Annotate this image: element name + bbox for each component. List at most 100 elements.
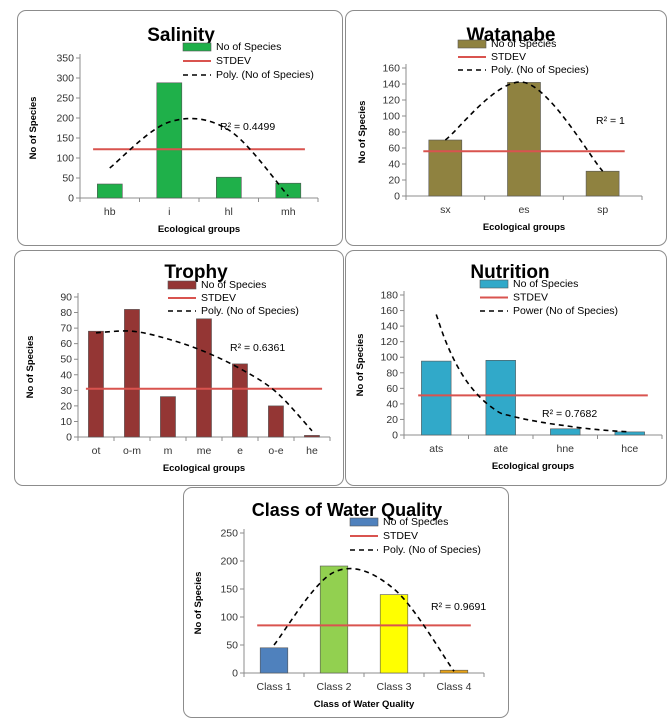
trendline: [273, 567, 455, 672]
legend-label-stdev: STDEV: [383, 530, 418, 542]
y-axis-label: No of Species: [357, 101, 368, 164]
legend-label-species: No of Species: [201, 279, 266, 291]
y-tick-label: 150: [56, 133, 74, 145]
chart-panel-water-quality: Class of Water Quality 0 50 100 150 200 250 Cl…: [183, 487, 509, 718]
legend-label-trend: Poly. (No of Species): [216, 69, 314, 81]
bar-class-1: [259, 647, 289, 674]
bar-me: [196, 318, 212, 438]
r-squared-label: R² = 1: [596, 115, 625, 127]
x-tick-label: sx: [440, 204, 451, 216]
bar-o-m: [124, 309, 140, 438]
y-tick-label: 0: [68, 193, 74, 205]
legend-swatch-species: [182, 42, 212, 52]
chart-title: Watanabe: [466, 25, 555, 46]
r-squared-label: R² = 0.6361: [230, 342, 285, 354]
y-tick-label: 50: [226, 640, 238, 652]
chart-panel-trophy: Trophy 0 10 20 30 40 50 60 70 80 90 ot o-m m me e o-e he…: [14, 250, 344, 486]
y-tick-label: 80: [388, 127, 400, 139]
x-tick-label: ats: [429, 443, 443, 455]
y-tick-label: 140: [380, 321, 398, 333]
legend-swatch-species: [167, 280, 197, 290]
bar-es: [507, 82, 541, 197]
legend-label-species: No of Species: [216, 41, 281, 53]
y-tick-label: 40: [60, 369, 72, 381]
bar-hb: [97, 183, 123, 199]
x-tick-label: mh: [281, 206, 296, 218]
x-tick-label: he: [306, 445, 318, 457]
bar-hl: [216, 176, 242, 199]
chart-water-quality: Class of Water Quality 0 50 100 150 200 250 Cl…: [193, 500, 486, 710]
legend-label-trend: Poly. (No of Species): [383, 544, 481, 556]
bar-e: [232, 363, 248, 438]
legend-label-species: No of Species: [513, 278, 578, 290]
y-tick-label: 20: [388, 175, 400, 187]
x-tick-label: me: [197, 445, 212, 457]
bar-m: [160, 396, 176, 438]
r-squared-label: R² = 0.7682: [542, 408, 597, 420]
x-tick-label: Class 1: [256, 681, 291, 693]
y-axis-label: No of Species: [28, 97, 39, 160]
legend-label-stdev: STDEV: [513, 292, 548, 304]
legend-label-stdev: STDEV: [201, 292, 236, 304]
chart-trophy: Trophy 0 10 20 30 40 50 60 70 80 90 ot o-m m me e o-e he…: [25, 262, 331, 474]
legend-label-trend: Poly. (No of Species): [201, 305, 299, 317]
x-tick-label: Class 2: [316, 681, 351, 693]
y-tick-label: 30: [60, 385, 72, 397]
bar-ot: [88, 330, 104, 438]
trendline: [95, 330, 313, 432]
y-tick-label: 100: [382, 111, 400, 123]
legend-swatch-species: [349, 517, 379, 527]
x-tick-label: hb: [104, 206, 116, 218]
y-tick-label: 140: [382, 79, 400, 91]
chart-panel-watanabe: Watanabe 0 20 40 60 80 100 120 140 160 sx es sp R² =…: [345, 10, 667, 246]
chart-title: Nutrition: [470, 262, 549, 283]
y-tick-label: 100: [56, 153, 74, 165]
x-tick-label: o-e: [268, 445, 283, 457]
bar-hce: [614, 431, 645, 436]
bar-o-e: [268, 405, 284, 438]
x-tick-label: Class 4: [436, 681, 471, 693]
x-tick-label: Class 3: [376, 681, 411, 693]
r-squared-label: R² = 0.4499: [220, 121, 275, 133]
y-tick-label: 200: [220, 556, 238, 568]
x-tick-label: hne: [556, 443, 574, 455]
y-tick-label: 40: [388, 159, 400, 171]
legend-label-trend: Poly. (No of Species): [491, 64, 589, 76]
chart-watanabe: Watanabe 0 20 40 60 80 100 120 140 160 sx es sp R² =…: [357, 25, 643, 233]
y-tick-label: 60: [60, 338, 72, 350]
y-tick-label: 120: [382, 95, 400, 107]
bar-ate: [485, 360, 516, 436]
y-tick-label: 50: [62, 173, 74, 185]
x-tick-label: hce: [621, 443, 638, 455]
x-tick-label: ate: [493, 443, 508, 455]
trendline: [109, 117, 289, 197]
x-tick-label: hl: [225, 206, 233, 218]
x-axis-label: Ecological groups: [163, 463, 245, 474]
x-axis-label: Ecological groups: [483, 222, 565, 233]
legend-swatch-species: [457, 39, 487, 49]
bar-class-2: [319, 565, 349, 674]
x-tick-label: es: [518, 204, 529, 216]
legend-label-species: No of Species: [383, 516, 448, 528]
y-tick-label: 20: [60, 400, 72, 412]
bar-class-3: [379, 594, 409, 674]
y-tick-label: 60: [386, 383, 398, 395]
bar-mh: [275, 182, 302, 199]
y-axis-label: No of Species: [193, 572, 204, 635]
y-tick-label: 90: [60, 292, 72, 304]
y-tick-label: 200: [56, 113, 74, 125]
legend-swatch-species: [479, 279, 509, 289]
bar-sp: [585, 170, 620, 197]
bar-i: [156, 82, 183, 199]
y-tick-label: 250: [56, 93, 74, 105]
legend-label-stdev: STDEV: [491, 51, 526, 63]
trendline: [444, 81, 604, 172]
y-tick-label: 0: [66, 432, 72, 444]
legend-label-stdev: STDEV: [216, 55, 251, 67]
x-axis-label: Ecological groups: [158, 224, 240, 235]
x-tick-label: i: [168, 206, 170, 218]
y-tick-label: 0: [392, 430, 398, 442]
bar-sx: [428, 139, 463, 197]
x-axis-label: Ecological groups: [492, 461, 574, 472]
y-tick-label: 70: [60, 323, 72, 335]
